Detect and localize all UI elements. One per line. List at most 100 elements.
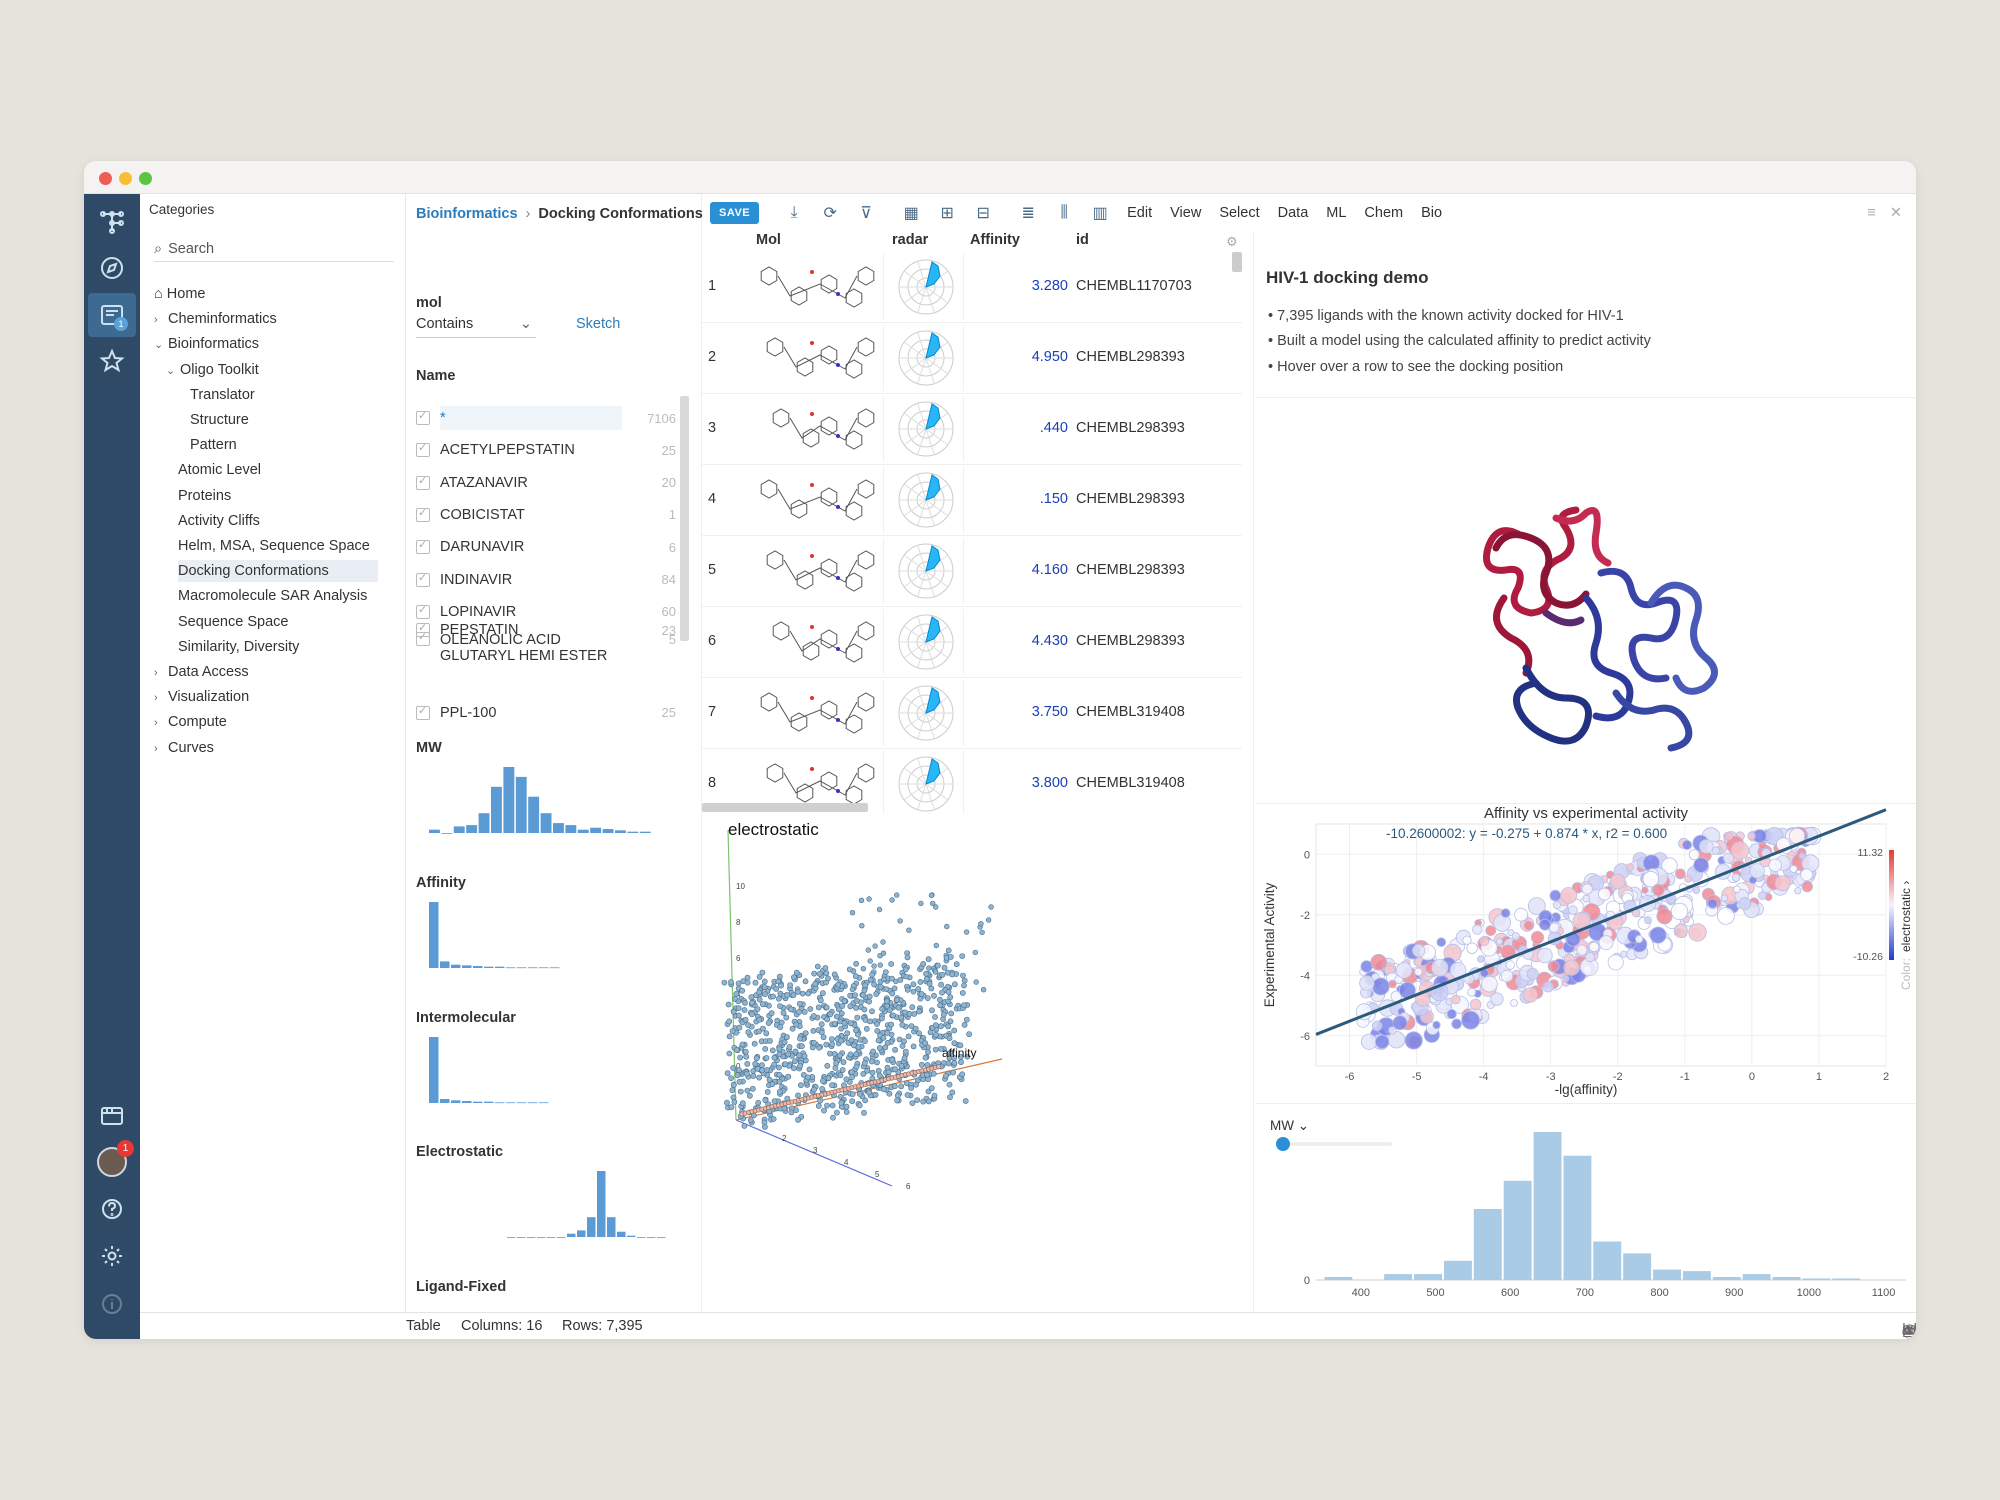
scatter-point[interactable] [1801, 880, 1814, 893]
scatter-point[interactable] [1552, 900, 1561, 910]
table-row[interactable]: 8 3.800 CHEMBL319408 [702, 749, 1242, 814]
checkbox[interactable] [416, 704, 430, 720]
scatter-point[interactable] [1371, 977, 1390, 996]
scatter-point[interactable] [1469, 998, 1482, 1011]
name-filter-item[interactable]: DARUNAVIR 6 [416, 535, 676, 559]
table-row[interactable]: 3 .440 CHEMBL298393 [702, 394, 1242, 465]
scatter-point[interactable] [1523, 920, 1534, 931]
histogram-bar[interactable] [1473, 1209, 1502, 1280]
checkbox[interactable] [416, 409, 430, 425]
scatter-point[interactable] [1537, 947, 1553, 964]
scatter-point[interactable] [1682, 840, 1693, 851]
tree-item-activity-cliffs[interactable]: Activity Cliffs [178, 510, 260, 532]
scatter-point[interactable] [1747, 831, 1756, 841]
grid-vertical-scrollbar[interactable] [1232, 252, 1242, 272]
info-icon[interactable]: ⓘ [1902, 1324, 1916, 1339]
download-icon[interactable]: ⤓ [790, 204, 798, 221]
scatter-point[interactable] [1724, 831, 1734, 841]
histogram-bar[interactable] [440, 1099, 450, 1103]
histogram-bar[interactable] [527, 1237, 536, 1238]
histogram-bar[interactable] [1623, 1253, 1652, 1280]
histogram-bar[interactable] [1324, 1277, 1353, 1280]
sketch-link[interactable]: Sketch [576, 316, 621, 332]
scatter-3d-viewer[interactable]: electrostatic 108642023456affinity [702, 814, 1254, 1312]
histogram-bar[interactable] [550, 967, 560, 969]
histogram-bar[interactable] [627, 831, 639, 833]
scatter-point[interactable] [1522, 987, 1539, 1003]
scatter-point[interactable] [1656, 908, 1673, 925]
tree-item-visualization[interactable]: › Visualization [154, 686, 249, 708]
scatter-point[interactable] [1375, 1034, 1390, 1049]
datagrok-logo-icon[interactable] [88, 200, 136, 244]
checkbox[interactable] [416, 474, 430, 490]
histogram-bar[interactable] [495, 1102, 505, 1104]
breadcrumb-bioinformatics[interactable]: Bioinformatics [416, 206, 518, 222]
table-row[interactable]: 5 4.160 CHEMBL298393 [702, 536, 1242, 607]
search-icon[interactable]: ⌕ [1902, 1321, 1911, 1338]
scatter-point[interactable] [1798, 852, 1806, 860]
tree-item-oligo-toolkit[interactable]: ⌄ Oligo Toolkit [166, 359, 259, 381]
scatter-point[interactable] [1620, 950, 1628, 958]
scatter-point[interactable] [1598, 935, 1614, 951]
zoom-window-button[interactable] [139, 172, 152, 185]
scatter-point[interactable] [1360, 1033, 1378, 1050]
scatter-point[interactable] [1530, 930, 1545, 945]
scatter-point[interactable] [1642, 870, 1660, 888]
close-icon[interactable]: ✕ [1889, 205, 1902, 221]
histogram-bar[interactable] [1742, 1274, 1771, 1280]
row-number[interactable]: 5 [708, 562, 717, 578]
histogram-slider-handle[interactable] [1276, 1137, 1290, 1151]
scatter-point[interactable] [1733, 885, 1741, 893]
histogram-bar[interactable] [540, 813, 552, 833]
histogram-bar[interactable] [547, 1237, 556, 1238]
scatter-point[interactable] [1688, 849, 1700, 861]
settings-icon[interactable] [88, 1234, 136, 1278]
scatter-point[interactable] [1562, 975, 1570, 983]
scatter-point[interactable] [1436, 937, 1447, 948]
histogram-bar[interactable] [1653, 1269, 1681, 1280]
tree-item-home[interactable]: ⌂ Home [154, 283, 205, 305]
tree-item-compute[interactable]: › Compute [154, 711, 227, 733]
scatter-point[interactable] [1472, 924, 1483, 935]
histogram-bar[interactable] [1414, 1274, 1442, 1280]
scatter-point[interactable] [1625, 863, 1634, 872]
scatter-point[interactable] [1507, 929, 1515, 937]
scatter-point[interactable] [1388, 1026, 1397, 1035]
tree-item-atomic-level[interactable]: Atomic Level [178, 459, 261, 481]
row-number[interactable]: 3 [708, 420, 717, 436]
histogram-bar[interactable] [539, 1102, 549, 1104]
tree-item-sequence-space[interactable]: Sequence Space [178, 611, 288, 633]
scatter-point[interactable] [1717, 907, 1735, 925]
scatter-point[interactable] [1730, 841, 1749, 860]
histogram-bar[interactable] [557, 1237, 566, 1238]
histogram-bar[interactable] [647, 1237, 656, 1238]
row-number[interactable]: 1 [708, 278, 717, 294]
scatter-point[interactable] [1661, 857, 1678, 874]
tree-item-translator[interactable]: Translator [190, 384, 255, 406]
menu-chem[interactable]: Chem [1364, 205, 1404, 221]
scatter-point[interactable] [1549, 889, 1562, 902]
tree-item-pattern[interactable]: Pattern [190, 434, 237, 456]
scatter-point[interactable] [1692, 886, 1701, 894]
filter-icon[interactable]: ⊽ [860, 205, 872, 222]
save-button[interactable]: SAVE [710, 202, 760, 224]
histogram-bar[interactable] [441, 833, 453, 834]
menu-ml[interactable]: ML [1326, 205, 1347, 221]
scatter-point[interactable] [1371, 1020, 1383, 1032]
scatter-point[interactable] [1722, 852, 1735, 864]
scatter-point[interactable] [1698, 839, 1714, 854]
scatter-point[interactable] [1684, 875, 1693, 883]
layout-icon[interactable]: ⊟ [976, 205, 990, 222]
protein-3d-viewer[interactable] [1256, 398, 1916, 804]
scatter-point[interactable] [1511, 932, 1520, 941]
histogram-bar[interactable] [539, 967, 549, 969]
tree-item-structure[interactable]: Structure [190, 409, 249, 431]
scatter-point[interactable] [1576, 944, 1588, 956]
refresh-icon[interactable]: ⟳ [823, 205, 837, 222]
scatter-plot[interactable]: Affinity vs experimental activity -6 -5 -4 -… [1256, 804, 1916, 1104]
table-row[interactable]: 2 4.950 CHEMBL298393 [702, 323, 1242, 394]
column-header-affinity[interactable]: Affinity [970, 232, 1020, 248]
histogram-slider[interactable] [1282, 1142, 1392, 1146]
scatter-point[interactable] [1720, 894, 1728, 902]
histogram-bar[interactable] [506, 1102, 516, 1104]
